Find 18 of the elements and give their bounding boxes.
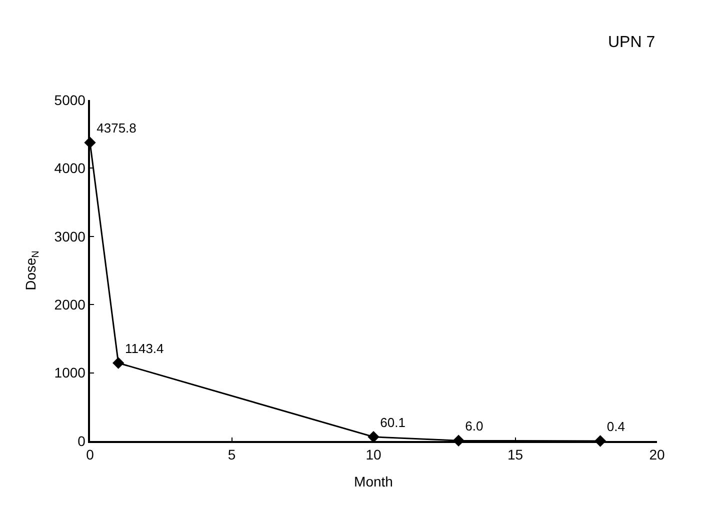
- data-label: 0.4: [606, 419, 626, 434]
- data-label: 6.0: [465, 418, 484, 434]
- y-tick-label: 2000: [54, 296, 86, 312]
- y-tick-label: 4000: [54, 160, 86, 176]
- x-tick-label: 5: [228, 446, 236, 463]
- y-tick-label: 5000: [54, 92, 86, 108]
- x-tick-label: 10: [366, 446, 382, 463]
- y-tick-label: 0: [78, 432, 86, 449]
- data-label: 60.1: [380, 415, 406, 430]
- data-label: 4375.8: [96, 120, 136, 136]
- text: UPN 7: [608, 34, 656, 51]
- point: [112, 357, 124, 369]
- x-tick-label: 15: [507, 446, 524, 463]
- x-tick-label: 20: [649, 446, 665, 463]
- x-axis-title: Month: [354, 473, 393, 490]
- y-tick-label: 3000: [54, 228, 86, 244]
- data-label: 1143.4: [124, 341, 164, 356]
- y-tick-label: 1000: [54, 364, 86, 381]
